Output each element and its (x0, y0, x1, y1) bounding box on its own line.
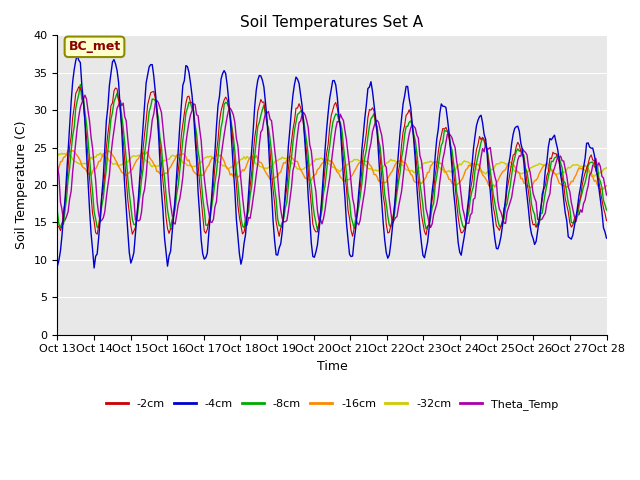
-2cm (297, 105, 305, 111)
-16cm (295, 164, 303, 169)
-32cm (591, 173, 598, 179)
-8cm (122, 156, 130, 162)
-16cm (237, 170, 244, 176)
Text: BC_met: BC_met (68, 40, 120, 53)
-4cm (248, 148, 255, 154)
-32cm (122, 158, 130, 164)
Line: Theta_Temp: Theta_Temp (58, 95, 607, 228)
-4cm (74, 53, 81, 59)
Legend: -2cm, -4cm, -8cm, -16cm, -32cm, Theta_Temp: -2cm, -4cm, -8cm, -16cm, -32cm, Theta_Te… (101, 394, 563, 414)
-8cm (219, 117, 227, 123)
-16cm (54, 167, 61, 173)
-16cm (64, 148, 72, 154)
-8cm (603, 207, 611, 213)
-32cm (573, 162, 581, 168)
Theta_Temp (427, 225, 435, 230)
-2cm (275, 233, 283, 239)
-4cm (603, 235, 611, 241)
-32cm (295, 166, 303, 172)
-2cm (246, 184, 254, 190)
-8cm (314, 227, 321, 233)
-2cm (122, 176, 130, 182)
-4cm (90, 265, 98, 271)
-32cm (246, 155, 254, 161)
-2cm (75, 84, 83, 90)
-2cm (54, 223, 61, 228)
-16cm (573, 168, 581, 174)
Line: -4cm: -4cm (58, 56, 607, 268)
Theta_Temp (246, 216, 254, 221)
-4cm (239, 254, 246, 260)
-8cm (54, 209, 61, 215)
Theta_Temp (237, 177, 244, 182)
-4cm (297, 92, 305, 97)
-8cm (237, 215, 244, 221)
-8cm (295, 110, 303, 116)
Theta_Temp (295, 120, 303, 125)
-4cm (54, 263, 61, 269)
Theta_Temp (122, 118, 130, 124)
-16cm (603, 183, 611, 189)
-32cm (219, 163, 227, 169)
-2cm (603, 218, 611, 224)
-8cm (246, 192, 254, 198)
-8cm (77, 82, 84, 87)
X-axis label: Time: Time (317, 360, 348, 373)
Theta_Temp (54, 162, 61, 168)
-4cm (575, 193, 583, 199)
-16cm (596, 186, 604, 192)
-16cm (219, 156, 227, 161)
Theta_Temp (219, 143, 227, 148)
Title: Soil Temperatures Set A: Soil Temperatures Set A (241, 15, 424, 30)
Line: -8cm: -8cm (58, 84, 607, 230)
-32cm (603, 165, 611, 171)
Y-axis label: Soil Temperature (C): Soil Temperature (C) (15, 121, 28, 249)
Theta_Temp (575, 212, 583, 217)
Line: -32cm: -32cm (58, 153, 607, 176)
-32cm (97, 150, 104, 156)
Line: -2cm: -2cm (58, 87, 607, 236)
-4cm (220, 68, 228, 73)
-8cm (575, 204, 583, 209)
-16cm (246, 155, 254, 161)
Theta_Temp (81, 92, 89, 98)
-16cm (122, 173, 130, 179)
Line: -16cm: -16cm (58, 151, 607, 189)
-2cm (237, 223, 244, 229)
Theta_Temp (603, 192, 611, 198)
-2cm (219, 102, 227, 108)
-32cm (54, 154, 61, 160)
-32cm (237, 156, 244, 162)
-4cm (124, 228, 132, 234)
-2cm (575, 199, 583, 205)
